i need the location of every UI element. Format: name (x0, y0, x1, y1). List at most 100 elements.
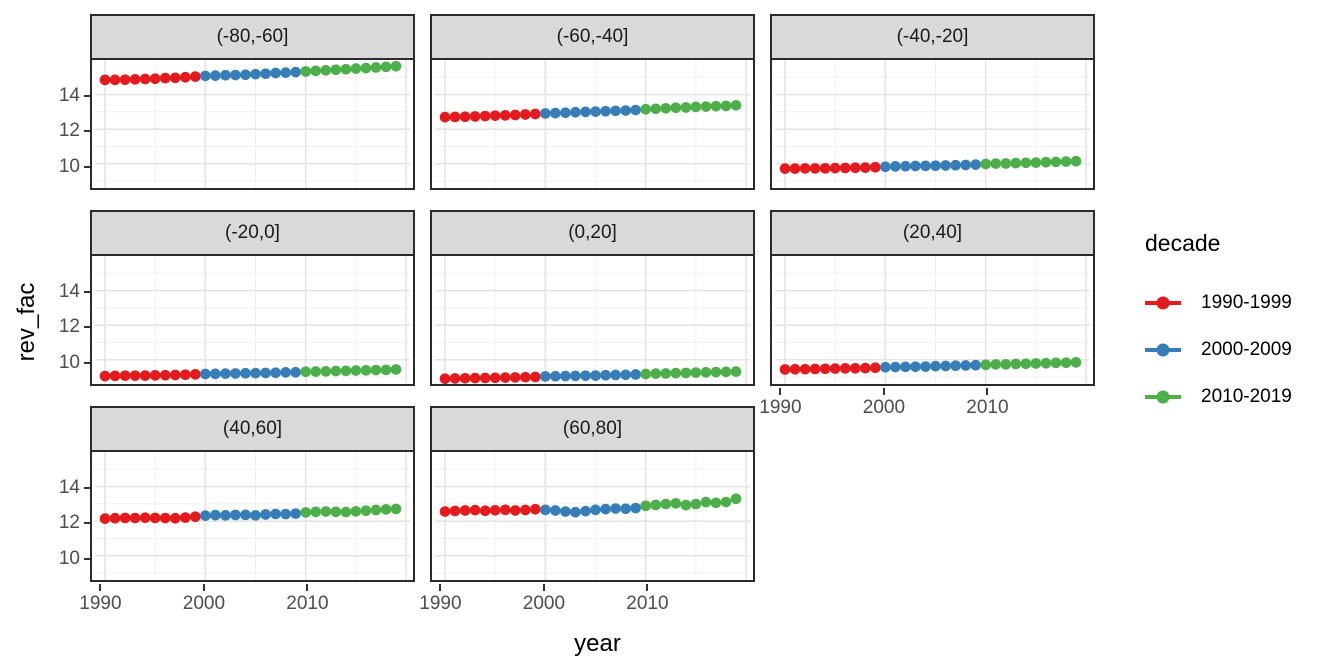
data-point (580, 370, 591, 381)
data-point (109, 370, 121, 382)
data-point (169, 369, 181, 381)
data-point (1000, 358, 1012, 370)
data-point (1040, 156, 1052, 168)
data-point (540, 371, 551, 382)
data-point (99, 74, 111, 86)
data-point (189, 511, 201, 523)
data-point (1030, 358, 1042, 369)
data-point (880, 361, 891, 373)
data-point (200, 368, 211, 380)
data-point (710, 100, 722, 112)
data-point (660, 498, 672, 510)
y-tick-label: 14 (58, 476, 80, 498)
data-point (290, 508, 301, 519)
data-point (550, 370, 561, 382)
data-point (1040, 357, 1052, 369)
legend-title: decade (1145, 230, 1221, 256)
data-point (640, 103, 652, 115)
data-point (439, 111, 451, 123)
data-point (839, 162, 851, 174)
facet-plot-area (90, 58, 415, 190)
legend-entries: 1990-1999 2000-2009 2010-2019 (1145, 279, 1340, 420)
data-point (459, 505, 471, 516)
data-point (270, 508, 281, 520)
data-point (680, 102, 692, 113)
data-point (880, 161, 891, 173)
data-point (660, 102, 672, 114)
data-point (270, 67, 281, 79)
data-point (789, 163, 801, 174)
data-point (340, 365, 352, 377)
data-point (240, 509, 251, 521)
data-point (330, 365, 342, 377)
data-point (390, 503, 402, 515)
facet-strip: (60,80] (430, 406, 755, 452)
legend-entry: 1990-1999 (1145, 279, 1340, 326)
x-tick-mark (542, 584, 545, 591)
data-point (630, 502, 641, 514)
data-point (360, 364, 372, 376)
data-point (139, 73, 151, 85)
data-point (439, 506, 451, 517)
data-point (720, 366, 732, 378)
data-point (149, 512, 161, 524)
facet-strip-label: (-60,-40] (556, 26, 629, 47)
data-point (390, 60, 402, 72)
facet-strip-label: (-80,-60] (216, 26, 289, 47)
facet: (-20,0] (90, 210, 415, 388)
data-point (350, 506, 362, 517)
data-point (519, 371, 531, 383)
data-point (610, 503, 621, 514)
data-point (670, 367, 682, 379)
legend-key-icon (1145, 390, 1181, 403)
data-point (570, 370, 581, 382)
data-point (499, 110, 511, 121)
x-tick-label: 2010 (626, 593, 669, 614)
data-point (449, 373, 461, 384)
data-point (700, 101, 712, 112)
facet-strip-label: (40,60] (222, 418, 283, 439)
data-point (560, 506, 571, 517)
data-point (1000, 158, 1012, 169)
data-point (910, 361, 921, 373)
data-point (570, 106, 581, 118)
data-point (129, 512, 141, 524)
data-point (600, 105, 611, 117)
data-point (869, 362, 881, 374)
data-point (970, 359, 981, 371)
data-point (119, 512, 131, 524)
data-point (350, 63, 362, 74)
data-point (250, 509, 261, 521)
y-tick-mark (84, 166, 90, 168)
data-point (990, 359, 1002, 370)
legend-key-icon (1145, 296, 1181, 309)
data-point (310, 65, 322, 77)
data-point (280, 67, 291, 78)
data-point (650, 103, 662, 115)
data-point (1030, 157, 1042, 168)
x-tick-mark (882, 388, 885, 395)
facet-strip: (-80,-60] (90, 14, 415, 60)
data-point (489, 504, 501, 516)
data-point (280, 508, 291, 520)
data-point (970, 159, 981, 170)
data-point (119, 74, 131, 86)
data-point (459, 111, 471, 123)
data-point (1010, 157, 1022, 169)
data-point (129, 370, 141, 381)
data-point (260, 367, 271, 379)
data-point (519, 109, 531, 120)
facet: (60,80] (430, 406, 755, 584)
data-point (129, 74, 141, 85)
y-tick-mark (84, 94, 90, 97)
data-point (1020, 157, 1032, 169)
x-tick-mark (646, 584, 649, 591)
y-tick-label: 12 (58, 316, 80, 338)
facet-grid: (-80,-60] (-60,-40] (-40,-20] (-20,0] (0… (90, 14, 1095, 584)
legend-entry-label: 2000-2009 (1201, 338, 1292, 360)
data-point (590, 370, 601, 381)
data-point (149, 73, 161, 85)
y-tick-mark (84, 558, 90, 560)
data-point (320, 366, 332, 377)
y-tick-label: 12 (58, 512, 80, 534)
